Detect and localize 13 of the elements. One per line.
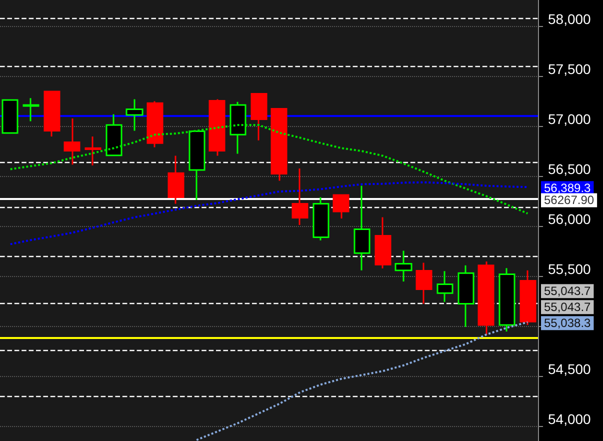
- y-tick-label: 56,500: [548, 161, 592, 177]
- y-tick-label: 55,500: [548, 261, 592, 277]
- y-tick-label: 57,000: [548, 111, 592, 127]
- y-tick-label: 57,500: [548, 61, 592, 77]
- text: 55,043.7: [544, 300, 592, 314]
- data-label: 55,038.3: [544, 316, 592, 330]
- text: 55,043.7: [544, 284, 592, 298]
- y-tick-label: 54,500: [548, 361, 592, 377]
- ref-line-label: 56267.90: [544, 193, 594, 208]
- y-tick-label: 58,000: [548, 11, 592, 27]
- data-label: 56,389.3: [544, 181, 592, 196]
- y-tick-label: 54,000: [548, 411, 592, 427]
- y-tick-label: 56,000: [548, 211, 592, 227]
